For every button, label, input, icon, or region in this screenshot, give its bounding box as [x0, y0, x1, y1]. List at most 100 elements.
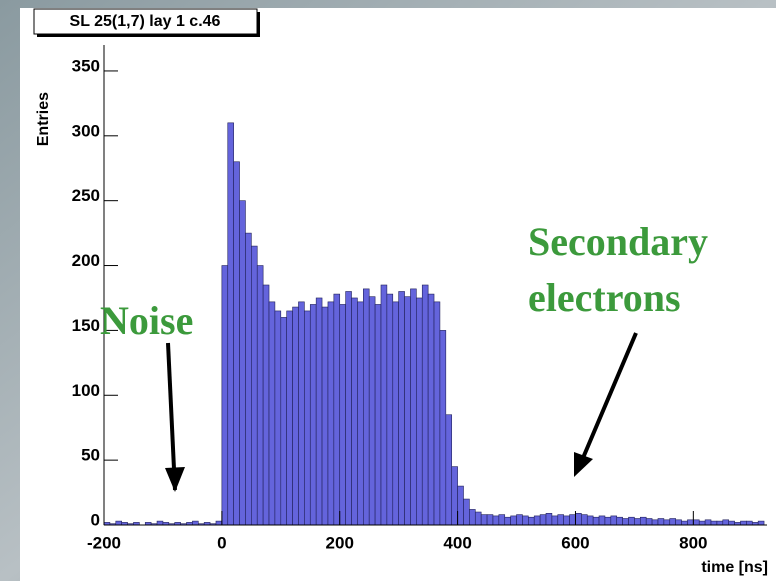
- bar: [286, 310, 293, 526]
- bar: [239, 200, 246, 526]
- bar: [245, 232, 252, 526]
- bar: [704, 519, 712, 526]
- x-tick-label: 400: [443, 533, 471, 552]
- bar: [592, 516, 600, 526]
- bar: [575, 513, 582, 526]
- bar: [669, 518, 676, 526]
- bar: [192, 520, 199, 526]
- bar: [315, 297, 323, 526]
- y-tick-label: 150: [72, 316, 100, 335]
- bar: [492, 515, 500, 526]
- bar: [728, 520, 735, 526]
- bar: [657, 518, 665, 526]
- bar: [339, 304, 346, 526]
- bar: [416, 297, 423, 526]
- y-tick-label: 50: [81, 446, 100, 465]
- x-tick-label: 600: [561, 533, 589, 552]
- bar: [716, 520, 724, 526]
- x-tick-label: 0: [217, 533, 226, 552]
- arrowhead: [574, 452, 593, 477]
- bar: [292, 306, 299, 526]
- bar: [327, 301, 335, 526]
- bar: [233, 161, 240, 526]
- bar: [498, 514, 506, 526]
- bar: [569, 514, 576, 526]
- bar: [215, 520, 223, 526]
- bar: [274, 310, 282, 526]
- bar: [533, 515, 541, 526]
- bar: [528, 516, 535, 526]
- annotation: Secondary: [528, 219, 708, 264]
- bar: [374, 304, 382, 526]
- bar: [380, 284, 388, 526]
- bar: [563, 515, 570, 526]
- annotation: Noise: [100, 298, 193, 343]
- y-axis-label: Entries: [35, 92, 52, 146]
- bar: [469, 509, 476, 526]
- bar: [710, 520, 718, 526]
- bar: [439, 330, 447, 526]
- bar: [115, 520, 122, 526]
- bar: [651, 519, 659, 526]
- bar: [663, 519, 671, 526]
- bar: [304, 310, 311, 526]
- bar: [510, 515, 517, 526]
- bar: [333, 293, 341, 526]
- y-tick-label: 350: [72, 56, 100, 75]
- y-tick-label: 0: [91, 510, 100, 529]
- y-tick-label: 200: [72, 251, 100, 270]
- bar: [604, 516, 612, 526]
- bar: [410, 288, 417, 526]
- bar: [251, 245, 258, 526]
- bar: [463, 498, 470, 526]
- bar: [227, 122, 234, 526]
- bar: [404, 296, 411, 526]
- bar: [539, 514, 547, 526]
- chart-title: SL 25(1,7) lay 1 c.46: [70, 13, 221, 30]
- bar: [598, 515, 606, 526]
- x-tick-label: -200: [87, 533, 121, 552]
- arrow: [166, 342, 177, 491]
- bar: [610, 515, 618, 526]
- bar: [698, 520, 706, 526]
- bar: [639, 516, 647, 526]
- bar: [581, 514, 588, 526]
- arrow: [578, 332, 638, 466]
- bar: [616, 516, 623, 526]
- bar: [486, 514, 494, 526]
- bar: [280, 317, 287, 526]
- bar: [722, 519, 729, 526]
- bar: [586, 515, 594, 526]
- y-tick-label: 250: [72, 186, 100, 205]
- bar: [345, 291, 352, 526]
- bar: [757, 520, 765, 526]
- bar: [321, 306, 329, 526]
- annotation: electrons: [528, 275, 681, 320]
- bar: [221, 265, 229, 526]
- bar: [156, 520, 164, 526]
- bar: [421, 284, 429, 526]
- bar: [386, 293, 394, 526]
- bar: [392, 301, 399, 526]
- bar: [746, 520, 753, 526]
- bar: [551, 515, 559, 526]
- bar: [262, 284, 270, 526]
- bar: [451, 466, 458, 526]
- bar: [545, 513, 553, 526]
- bar: [368, 296, 376, 526]
- title-box: [33, 8, 258, 35]
- bar: [634, 518, 641, 526]
- bar: [740, 520, 747, 526]
- bar: [433, 301, 441, 526]
- x-tick-label: 200: [326, 533, 354, 552]
- bar: [557, 514, 564, 526]
- bar: [427, 293, 435, 526]
- bar: [504, 516, 511, 526]
- bar: [628, 516, 635, 526]
- bar: [457, 485, 464, 526]
- bar: [268, 301, 276, 526]
- bar: [351, 297, 358, 526]
- bar: [622, 518, 629, 526]
- bar: [693, 519, 700, 526]
